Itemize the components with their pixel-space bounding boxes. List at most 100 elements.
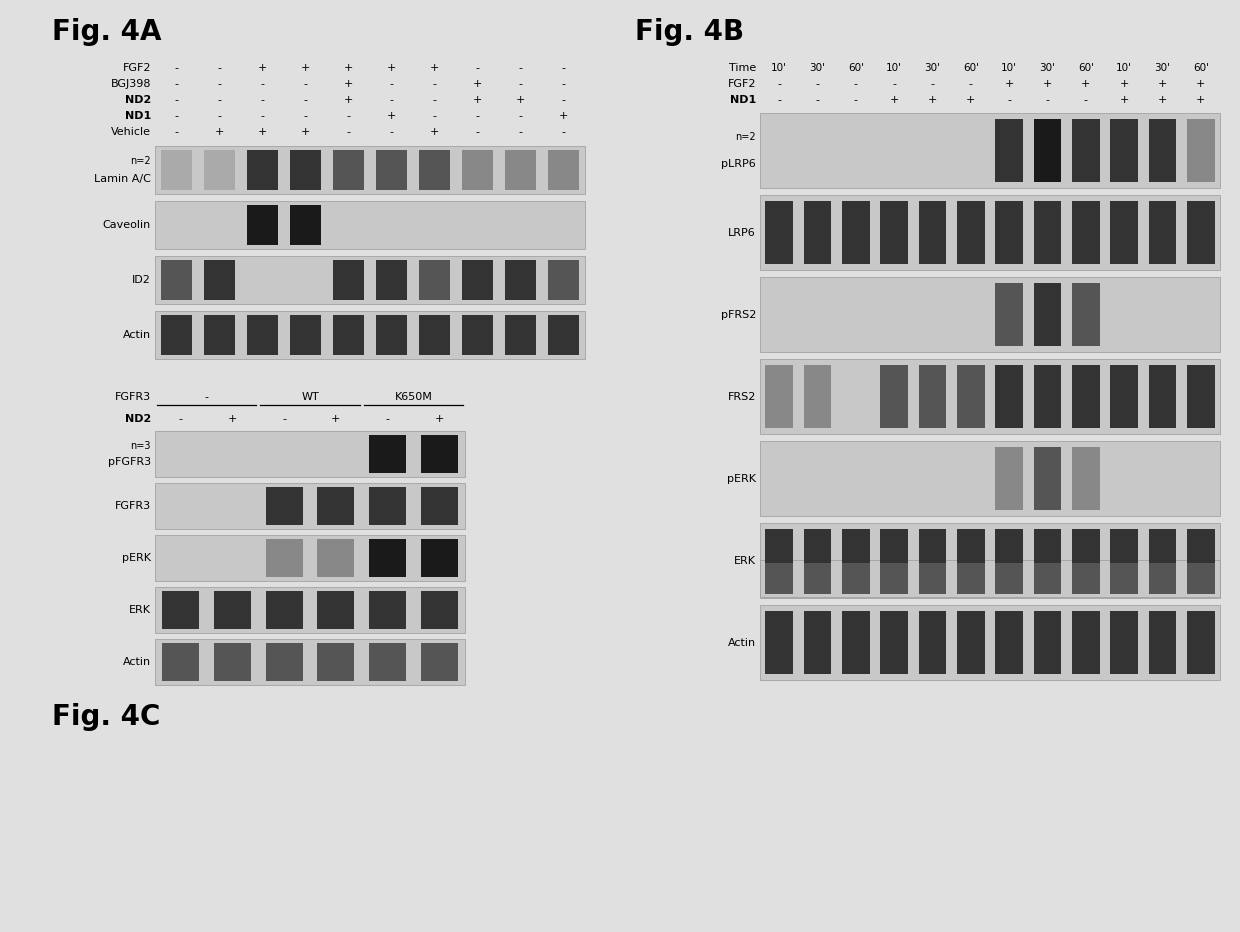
Text: +: + bbox=[258, 63, 267, 73]
Text: +: + bbox=[343, 79, 353, 89]
Bar bbox=[760, 560, 1220, 597]
Text: +: + bbox=[258, 127, 267, 137]
Bar bbox=[548, 150, 579, 190]
Text: -: - bbox=[1084, 95, 1087, 105]
Bar bbox=[370, 643, 405, 681]
Bar bbox=[265, 487, 303, 526]
Bar bbox=[919, 365, 946, 428]
Text: +: + bbox=[215, 127, 224, 137]
Text: +: + bbox=[1004, 79, 1014, 89]
Text: +: + bbox=[966, 95, 976, 105]
Text: +: + bbox=[889, 95, 899, 105]
Bar bbox=[161, 315, 192, 355]
Bar bbox=[265, 539, 303, 577]
Text: Actin: Actin bbox=[123, 330, 151, 340]
Bar bbox=[334, 260, 365, 300]
Bar bbox=[505, 260, 536, 300]
Text: -: - bbox=[175, 63, 179, 73]
Text: +: + bbox=[1043, 79, 1053, 89]
Bar bbox=[155, 311, 585, 359]
Bar bbox=[804, 563, 831, 594]
Bar bbox=[317, 487, 355, 526]
Bar bbox=[919, 611, 946, 674]
Text: -: - bbox=[260, 111, 264, 121]
Bar bbox=[1187, 611, 1215, 674]
Text: ND2: ND2 bbox=[125, 95, 151, 105]
Text: -: - bbox=[217, 111, 222, 121]
Text: -: - bbox=[175, 127, 179, 137]
Text: -: - bbox=[892, 79, 897, 89]
Text: Actin: Actin bbox=[123, 657, 151, 667]
Bar bbox=[155, 431, 465, 477]
Text: K650M: K650M bbox=[394, 392, 433, 402]
Text: Vehicle: Vehicle bbox=[112, 127, 151, 137]
Bar bbox=[290, 205, 321, 245]
Bar bbox=[957, 201, 985, 264]
Bar bbox=[1073, 283, 1100, 346]
Bar bbox=[155, 535, 465, 581]
Text: Fig. 4C: Fig. 4C bbox=[52, 703, 160, 731]
Bar bbox=[804, 529, 831, 592]
Bar bbox=[1034, 365, 1061, 428]
Bar bbox=[1187, 201, 1215, 264]
Bar bbox=[880, 563, 908, 594]
Bar bbox=[548, 315, 579, 355]
Text: +: + bbox=[1197, 95, 1205, 105]
Bar bbox=[957, 365, 985, 428]
Bar bbox=[1034, 283, 1061, 346]
Bar bbox=[880, 611, 908, 674]
Bar bbox=[420, 539, 458, 577]
Text: -: - bbox=[346, 127, 351, 137]
Text: ND1: ND1 bbox=[125, 111, 151, 121]
Bar bbox=[1073, 365, 1100, 428]
Bar bbox=[1110, 529, 1138, 592]
Bar bbox=[317, 591, 355, 629]
Text: +: + bbox=[472, 95, 482, 105]
Bar bbox=[1187, 529, 1215, 592]
Bar bbox=[804, 201, 831, 264]
Text: +: + bbox=[1081, 79, 1090, 89]
Bar bbox=[765, 529, 792, 592]
Bar bbox=[842, 529, 869, 592]
Text: -: - bbox=[1007, 95, 1011, 105]
Bar bbox=[765, 611, 792, 674]
Text: WT: WT bbox=[301, 392, 319, 402]
Bar bbox=[996, 563, 1023, 594]
Text: -: - bbox=[389, 79, 393, 89]
Bar bbox=[1110, 365, 1138, 428]
Bar bbox=[760, 113, 1220, 188]
Text: n=3: n=3 bbox=[130, 441, 151, 451]
Text: -: - bbox=[518, 79, 522, 89]
Text: -: - bbox=[475, 63, 480, 73]
Text: +: + bbox=[228, 414, 237, 424]
Text: 60': 60' bbox=[1193, 63, 1209, 73]
Text: FGFR3: FGFR3 bbox=[115, 392, 151, 402]
Text: -: - bbox=[777, 95, 781, 105]
Text: Actin: Actin bbox=[728, 637, 756, 648]
Bar bbox=[370, 487, 405, 526]
Bar bbox=[213, 591, 250, 629]
Text: -: - bbox=[562, 95, 565, 105]
Bar bbox=[760, 359, 1220, 434]
Text: +: + bbox=[331, 414, 341, 424]
Text: -: - bbox=[283, 414, 286, 424]
Text: 60': 60' bbox=[1078, 63, 1094, 73]
Bar bbox=[290, 150, 321, 190]
Bar bbox=[420, 487, 458, 526]
Bar bbox=[1073, 529, 1100, 592]
Bar bbox=[162, 591, 200, 629]
Bar bbox=[370, 539, 405, 577]
Bar bbox=[1034, 529, 1061, 592]
Text: -: - bbox=[386, 414, 389, 424]
Bar bbox=[155, 483, 465, 529]
Text: -: - bbox=[260, 95, 264, 105]
Bar bbox=[880, 201, 908, 264]
Bar bbox=[155, 256, 585, 304]
Text: 10': 10' bbox=[1001, 63, 1017, 73]
Bar bbox=[247, 315, 278, 355]
Text: pFGFR3: pFGFR3 bbox=[108, 458, 151, 467]
Text: 30': 30' bbox=[1039, 63, 1055, 73]
Bar bbox=[205, 315, 236, 355]
Text: FGF2: FGF2 bbox=[728, 79, 756, 89]
Bar bbox=[161, 150, 192, 190]
